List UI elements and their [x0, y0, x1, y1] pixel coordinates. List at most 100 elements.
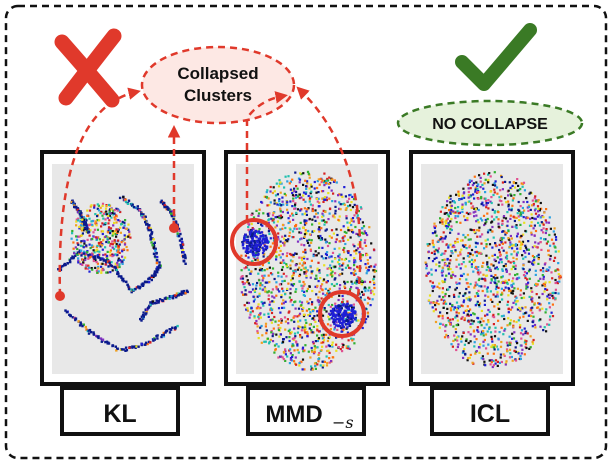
scatter-point — [300, 360, 303, 363]
scatter-point — [63, 262, 66, 266]
scatter-point — [539, 201, 542, 205]
scatter-point — [304, 272, 307, 275]
scatter-point — [516, 178, 519, 181]
scatter-point — [355, 252, 358, 255]
scatter-point — [341, 321, 344, 325]
scatter-point — [101, 232, 104, 236]
scatter-point — [544, 311, 547, 314]
scatter-point — [545, 228, 548, 231]
scatter-point — [259, 312, 262, 315]
scatter-point — [166, 297, 169, 300]
scatter-point — [350, 315, 354, 318]
scatter-point — [356, 214, 359, 217]
scatter-point — [492, 264, 495, 267]
scatter-point — [89, 223, 92, 226]
scatter-point — [539, 325, 542, 328]
scatter-point — [353, 203, 356, 206]
scatter-point — [473, 335, 476, 338]
scatter-point — [499, 237, 502, 240]
scatter-point — [277, 246, 281, 249]
scatter-point — [124, 198, 127, 201]
scatter-point — [485, 274, 489, 277]
scatter-point — [479, 217, 482, 220]
scatter-point — [346, 264, 349, 267]
scatter-point — [559, 274, 562, 277]
scatter-point — [170, 210, 174, 213]
scatter-point — [282, 272, 285, 275]
scatter-point — [295, 227, 299, 230]
scatter-point — [424, 261, 427, 264]
scatter-point — [257, 337, 260, 340]
scatter-point — [270, 308, 274, 312]
scatter-point — [80, 254, 83, 257]
scatter-point — [303, 368, 306, 371]
scatter-point — [466, 282, 469, 285]
scatter-point — [533, 245, 536, 248]
scatter-point — [247, 256, 250, 259]
scatter-point — [125, 245, 128, 249]
scatter-point — [244, 254, 247, 257]
scatter-point — [267, 274, 270, 277]
scatter-point — [499, 189, 502, 192]
scatter-point — [504, 180, 507, 183]
scatter-point — [293, 190, 296, 193]
scatter-point — [479, 271, 482, 274]
scatter-point — [453, 245, 456, 248]
scatter-point — [302, 250, 305, 253]
scatter-point — [298, 266, 301, 269]
scatter-point — [279, 228, 282, 231]
scatter-point — [366, 270, 369, 273]
scatter-point — [90, 204, 93, 207]
scatter-point — [463, 343, 466, 346]
scatter-point — [428, 271, 431, 274]
scatter-point — [85, 219, 88, 222]
scatter-point — [304, 324, 307, 327]
scatter-point — [277, 328, 280, 331]
scatter-point — [293, 337, 296, 340]
scatter-point — [467, 238, 470, 241]
scatter-point — [489, 298, 492, 301]
scatter-point — [486, 330, 489, 333]
scatter-point — [310, 365, 313, 368]
scatter-point — [548, 302, 551, 305]
cross-mark-icon — [54, 28, 122, 108]
scatter-point — [257, 212, 261, 215]
scatter-point — [64, 309, 67, 312]
scatter-point — [182, 251, 185, 254]
scatter-point — [344, 242, 347, 246]
scatter-point — [352, 338, 355, 341]
scatter-point — [443, 264, 446, 267]
scatter-point — [123, 221, 126, 224]
scatter-point — [499, 258, 502, 261]
scatter-point — [537, 258, 540, 261]
scatter-point — [477, 330, 480, 333]
scatter-point — [271, 242, 274, 245]
scatter-point — [316, 269, 319, 272]
scatter-point — [80, 234, 84, 237]
scatter-point — [350, 219, 353, 222]
scatter-point — [314, 364, 317, 368]
scatter-point — [93, 204, 96, 207]
scatter-point — [451, 318, 454, 321]
scatter-point — [297, 325, 300, 328]
scatter-point — [315, 254, 318, 257]
scatter-point — [160, 199, 163, 202]
scatter-point — [487, 319, 490, 322]
scatter-point — [307, 350, 310, 353]
scatter-point — [138, 287, 141, 290]
scatter-point — [432, 243, 435, 246]
scatter-point — [465, 309, 469, 312]
scatter-point — [296, 348, 299, 352]
scatter-point — [462, 311, 465, 314]
scatter-point — [121, 278, 124, 282]
scatter-point — [75, 218, 78, 221]
scatter-point — [493, 335, 497, 338]
scatter-point — [510, 355, 513, 359]
scatter-point — [290, 253, 293, 257]
scatter-point — [310, 190, 313, 193]
scatter-point — [145, 280, 148, 284]
scatter-point — [334, 314, 337, 317]
scatter-point — [318, 222, 321, 225]
scatter-point — [241, 275, 244, 278]
scatter-point — [323, 181, 326, 184]
